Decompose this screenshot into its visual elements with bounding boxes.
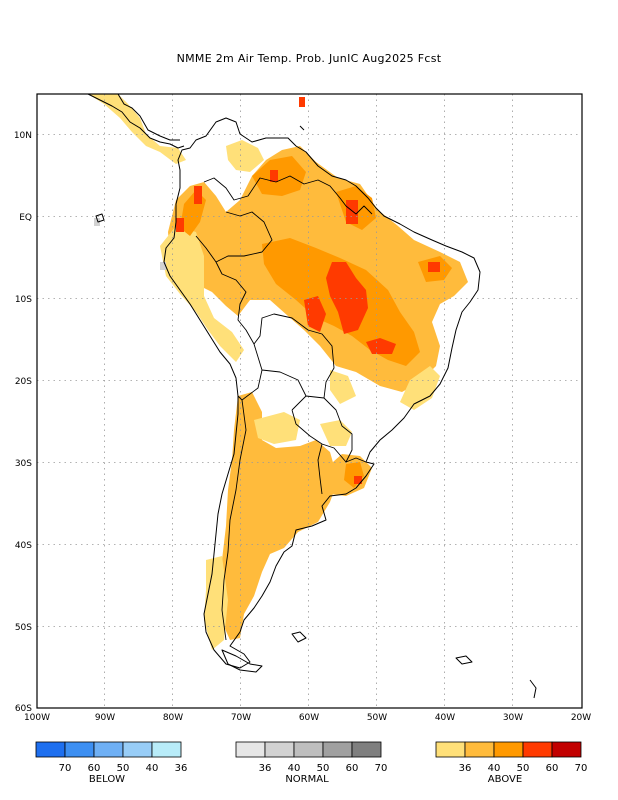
shading-red-spot-b <box>176 218 184 232</box>
probability-shading <box>88 94 468 650</box>
shading-central-red-c <box>366 338 396 354</box>
x-tick-label: 80W <box>163 713 183 723</box>
legend-normal-swatch <box>322 741 353 758</box>
legend-below-swatch <box>151 741 182 758</box>
legend-above-tick: 60 <box>546 763 559 774</box>
shading-red-spot-e <box>270 170 278 182</box>
legend-normal-tick: 50 <box>317 763 330 774</box>
legend-above-tick: 40 <box>488 763 501 774</box>
country-borders <box>195 175 373 641</box>
legend-normal-swatch <box>293 741 324 758</box>
legend-above-swatch <box>522 741 553 758</box>
legend-normal-swatch <box>235 741 266 758</box>
shading-northeast-core <box>252 156 306 196</box>
x-tick-label: 50W <box>367 713 387 723</box>
x-tick-label: 40W <box>435 713 455 723</box>
legend-above-swatch <box>493 741 524 758</box>
legend-normal-tick: 60 <box>346 763 359 774</box>
shading-normal-spot-b <box>94 218 100 226</box>
shading-patagonia-light <box>204 556 228 650</box>
shading-southern-cone-light <box>254 412 300 444</box>
legend-above-tick: 70 <box>575 763 588 774</box>
x-tick-label: 90W <box>95 713 115 723</box>
shading-central-red-a <box>326 262 368 334</box>
grid-lines <box>37 94 582 708</box>
y-tick-label: 30S <box>15 459 32 469</box>
legend-below-tick: 50 <box>117 763 130 774</box>
shading-normal-spot-a <box>160 262 166 270</box>
x-tick-label: 70W <box>231 713 251 723</box>
legend-normal: 36 40 50 60 70 NORMAL <box>235 741 388 785</box>
x-tick-label: 60W <box>299 713 319 723</box>
coastline-south-georgia <box>455 655 473 665</box>
legend-above-swatch <box>464 741 495 758</box>
legend-below-tick: 60 <box>88 763 101 774</box>
shading-central-red-b <box>304 296 326 332</box>
y-tick-label: 20S <box>15 377 32 387</box>
shading-southern-cone <box>218 392 338 640</box>
legend-above-tick: 36 <box>459 763 472 774</box>
legend-normal-swatch <box>351 741 382 758</box>
coastline-central-america <box>87 94 185 149</box>
legend-below-swatch <box>64 741 95 758</box>
map-title: NMME 2m Air Temp. Prob. JunIC Aug2025 Fc… <box>176 52 442 65</box>
coastline-falklands <box>291 631 307 643</box>
shading-south-brazil <box>320 420 352 446</box>
legend-below-tick: 36 <box>175 763 188 774</box>
legend-normal-tick: 36 <box>259 763 272 774</box>
y-tick-label: 10N <box>14 131 32 141</box>
legend-above-label: ABOVE <box>488 774 522 785</box>
x-tick-label: 100W <box>24 713 50 723</box>
shading-uruguay-red <box>354 476 362 484</box>
shading-red-spot-a <box>194 186 202 204</box>
map-frame <box>36 93 583 709</box>
legend-normal-label: NORMAL <box>285 774 329 785</box>
coastline-south-america <box>163 117 481 669</box>
legend-above-tick: 50 <box>517 763 530 774</box>
shading-red-spot-c <box>346 200 358 224</box>
legend-below-swatch <box>35 741 66 758</box>
coastline-islands-east <box>299 125 537 699</box>
shading-red-spot-d <box>428 262 440 272</box>
x-tick-label: 20W <box>571 713 591 723</box>
legend-below-tick: 40 <box>146 763 159 774</box>
legend-above-swatch <box>435 741 466 758</box>
legend-above: 36 40 50 60 70 ABOVE <box>435 741 588 785</box>
y-tick-label: 10S <box>15 295 32 305</box>
coastline-tierra-del-fuego <box>221 649 263 673</box>
y-tick-label: 60S <box>15 704 32 714</box>
legend-below: 70 60 50 40 36 BELOW <box>35 741 188 785</box>
coastline-galapagos <box>95 213 105 223</box>
shading-caribbean-spot <box>299 97 305 107</box>
shading-central-fringe <box>330 370 356 404</box>
legend-normal-tick: 70 <box>375 763 388 774</box>
y-tick-label: EQ <box>19 213 32 223</box>
legend-below-swatch <box>122 741 153 758</box>
shading-east-brazil-fringe <box>400 366 440 410</box>
legend-below-tick: 70 <box>59 763 72 774</box>
shading-northern-fringe <box>226 140 264 172</box>
legend-below-swatch <box>93 741 124 758</box>
y-tick-label: 50S <box>15 623 32 633</box>
x-tick-label: 30W <box>503 713 523 723</box>
shading-central-america <box>88 94 186 164</box>
legend-normal-swatch <box>264 741 295 758</box>
legend-above-swatch <box>551 741 582 758</box>
y-tick-label: 40S <box>15 541 32 551</box>
shading-northwest-fringe <box>160 226 244 362</box>
axis-labels: 100W 90W 80W 70W 60W 50W 40W 30W 20W 10N… <box>14 131 591 723</box>
legend-normal-tick: 40 <box>288 763 301 774</box>
legend-below-label: BELOW <box>89 774 125 785</box>
